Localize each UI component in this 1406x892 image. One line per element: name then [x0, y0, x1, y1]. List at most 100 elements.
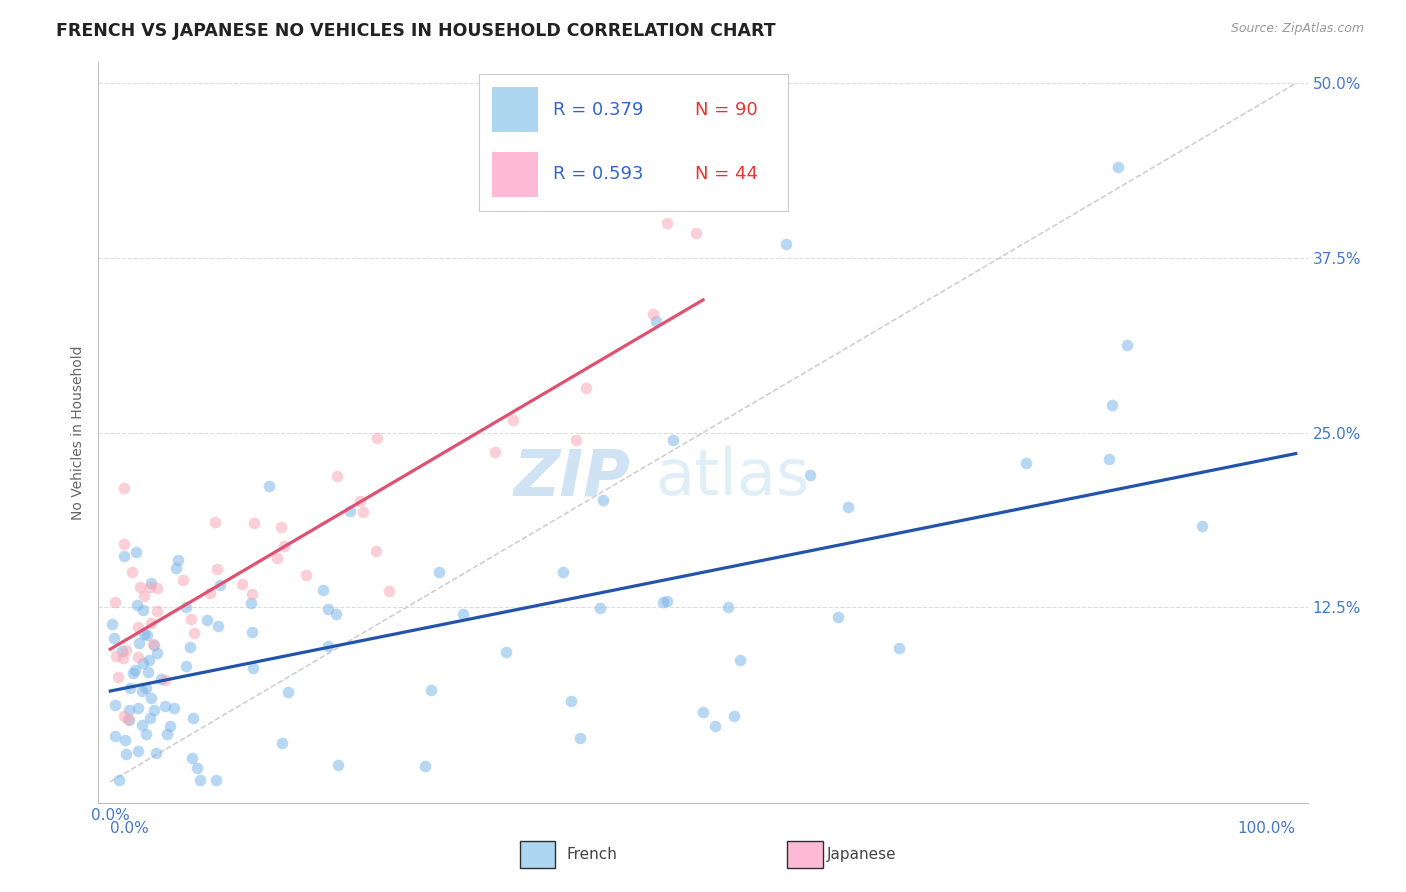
Point — [124, 663, 146, 677]
Point — [349, 493, 371, 508]
Text: 100.0%: 100.0% — [1237, 822, 1296, 837]
Point — [172, 573, 194, 587]
Point — [662, 433, 685, 447]
Point — [837, 500, 859, 514]
Point — [657, 216, 679, 230]
Point — [100, 617, 122, 632]
Point — [325, 607, 347, 621]
Point — [316, 640, 339, 654]
Point — [112, 709, 135, 723]
Point — [183, 626, 205, 640]
Point — [131, 683, 153, 698]
Point — [419, 683, 441, 698]
Point — [179, 640, 201, 655]
Point — [153, 673, 176, 688]
Point — [139, 711, 162, 725]
Point — [135, 628, 157, 642]
Point — [565, 433, 588, 447]
Point — [143, 638, 166, 652]
Point — [128, 636, 150, 650]
Point — [207, 619, 229, 633]
Point — [240, 587, 263, 601]
Point — [111, 644, 134, 658]
Y-axis label: No Vehicles in Household: No Vehicles in Household — [72, 345, 86, 520]
Point — [273, 539, 295, 553]
Point — [413, 759, 436, 773]
Point — [132, 603, 155, 617]
Point — [141, 615, 163, 630]
Point — [1101, 398, 1123, 412]
Point — [377, 584, 399, 599]
Point — [104, 648, 127, 663]
Point — [149, 672, 172, 686]
Point — [180, 612, 202, 626]
Point — [188, 773, 211, 788]
Point — [115, 643, 138, 657]
Point — [104, 595, 127, 609]
Point — [138, 653, 160, 667]
Point — [163, 701, 186, 715]
Point — [181, 711, 204, 725]
Point — [120, 681, 142, 695]
Point — [775, 237, 797, 252]
Point — [127, 598, 149, 612]
Point — [139, 580, 162, 594]
Text: 0.0%: 0.0% — [110, 822, 149, 837]
Point — [207, 562, 229, 576]
Text: atlas: atlas — [655, 446, 808, 508]
Point — [208, 578, 231, 592]
Point — [166, 553, 188, 567]
Point — [641, 307, 664, 321]
Point — [107, 670, 129, 684]
Point — [127, 743, 149, 757]
Point — [568, 731, 591, 745]
Point — [141, 690, 163, 705]
Point — [575, 381, 598, 395]
Point — [200, 586, 222, 600]
Point — [176, 600, 198, 615]
Point — [277, 684, 299, 698]
Point — [266, 551, 288, 566]
Point — [242, 516, 264, 531]
Point — [134, 627, 156, 641]
Point — [145, 746, 167, 760]
Text: French: French — [567, 847, 617, 862]
Point — [104, 698, 127, 712]
Point — [312, 583, 335, 598]
Point — [134, 589, 156, 603]
Point — [153, 699, 176, 714]
Point — [159, 719, 181, 733]
Point — [242, 661, 264, 675]
Point — [146, 646, 169, 660]
Point — [1191, 518, 1213, 533]
Point — [1107, 160, 1129, 174]
Point — [453, 607, 475, 621]
Point — [205, 773, 228, 788]
Point — [142, 637, 165, 651]
Point — [717, 599, 740, 614]
Point — [156, 727, 179, 741]
Point — [135, 727, 157, 741]
Text: ZIP: ZIP — [513, 446, 630, 508]
Point — [730, 653, 752, 667]
Point — [589, 600, 612, 615]
Point — [146, 581, 169, 595]
Point — [339, 504, 361, 518]
Point — [174, 659, 197, 673]
Point — [502, 412, 524, 426]
Point — [427, 565, 450, 579]
Point — [592, 492, 614, 507]
Point — [257, 478, 280, 492]
Point — [325, 468, 347, 483]
Point — [231, 577, 253, 591]
Point — [104, 729, 127, 743]
Point — [366, 431, 388, 445]
Point — [128, 580, 150, 594]
Point — [112, 549, 135, 564]
Point — [181, 750, 204, 764]
Point — [118, 703, 141, 717]
Point — [127, 620, 149, 634]
Point — [195, 613, 218, 627]
Point — [121, 665, 143, 680]
Point — [644, 314, 666, 328]
